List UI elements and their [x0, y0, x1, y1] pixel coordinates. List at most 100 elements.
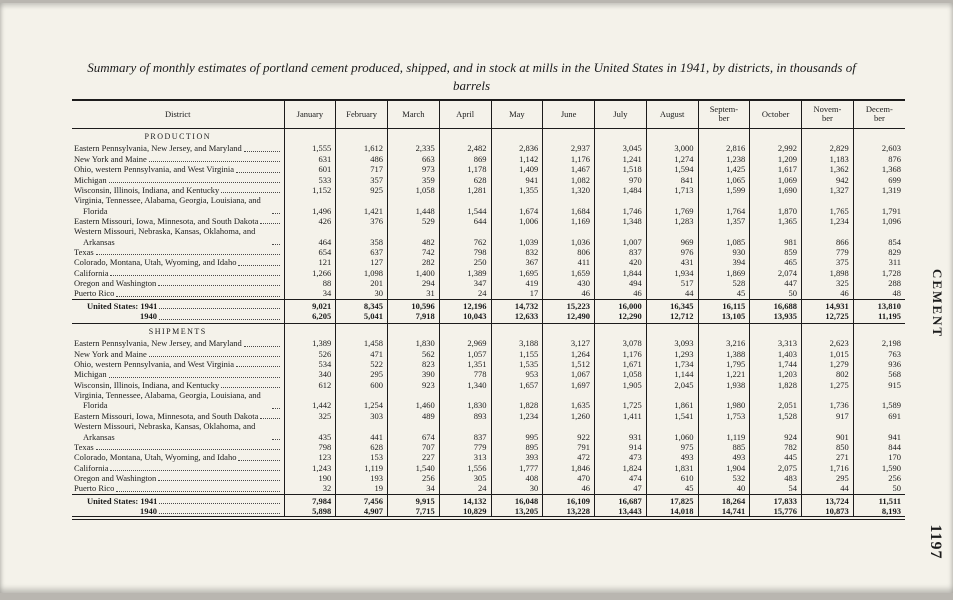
value-cell: 16,000: [594, 298, 647, 312]
district-name: Puerto Rico: [74, 288, 115, 299]
value-cell: 358: [335, 226, 388, 248]
value-cell: 2,198: [852, 338, 905, 349]
value-cell: 1,448: [387, 195, 440, 216]
value-cell: 3,313: [749, 338, 802, 349]
value-cell: 823: [387, 359, 440, 370]
value-cell: 663: [387, 153, 440, 165]
value-cell: 359: [387, 174, 440, 185]
value-cell: 1,203: [749, 369, 802, 380]
value-cell: 802: [801, 369, 854, 380]
side-label: CEMENT: [930, 269, 945, 339]
value-cell: 1,152: [283, 184, 336, 196]
value-cell: 9,915: [387, 493, 440, 507]
value-cell: 170: [852, 452, 905, 463]
scanned-page: Summary of monthly estimates of portland…: [0, 3, 953, 593]
column-header-month: May: [490, 100, 543, 129]
district-cell: Ohio, western Pennsylvania, and West Vir…: [72, 164, 284, 174]
value-cell: 1,728: [852, 267, 905, 279]
value-cell: 271: [801, 452, 854, 463]
value-cell: 9,021: [283, 298, 336, 312]
column-header-month: June: [542, 100, 595, 129]
value-cell: 11,195: [852, 311, 905, 324]
dot-leader: [95, 254, 280, 256]
district-name: Eastern Missouri, Iowa, Minnesota, and S…: [74, 215, 259, 226]
value-cell: 762: [438, 226, 491, 248]
value-cell: 190: [283, 472, 336, 484]
district-cell: California: [72, 268, 284, 278]
value-cell: 10,043: [438, 311, 491, 324]
total-row: United States: 1941 7,984 7,456 9,915 14,132…: [72, 493, 905, 507]
value-cell: 1,765: [801, 195, 854, 216]
value-cell: 486: [335, 153, 388, 165]
district-cell: Eastern Missouri, Iowa, Minnesota, and S…: [72, 216, 284, 226]
value-cell: 1,119: [335, 462, 388, 473]
value-cell: 850: [801, 441, 854, 453]
value-cell: 610: [645, 472, 698, 484]
value-cell: 5,041: [335, 311, 388, 324]
value-cell: 1,458: [335, 338, 388, 349]
district-cell: Virginia, Tennessee, Alabama, Georgia, L…: [72, 195, 284, 216]
value-cell: 46: [542, 483, 595, 495]
value-cell: 1,540: [387, 462, 440, 473]
value-cell: 1,275: [801, 379, 854, 391]
value-cell: 464: [283, 226, 336, 248]
total-label-cell: 1940: [72, 311, 284, 324]
value-cell: 1,713: [645, 184, 698, 196]
value-cell: 631: [283, 153, 336, 165]
value-cell: 869: [438, 153, 491, 165]
value-cell: 17,833: [749, 493, 802, 507]
value-cell: 995: [490, 421, 543, 442]
value-cell: 11,511: [852, 493, 905, 507]
value-cell: 16,688: [749, 298, 802, 312]
total-name: 1940: [140, 311, 157, 322]
value-cell: 953: [490, 369, 543, 380]
dot-leader: [110, 275, 280, 277]
value-cell: 1,734: [645, 359, 698, 370]
value-cell: 2,075: [749, 462, 802, 473]
value-cell: 153: [335, 452, 388, 463]
total-label-cell: 1940: [72, 506, 284, 521]
value-cell: 123: [283, 452, 336, 463]
value-cell: 1,221: [697, 369, 750, 380]
value-cell: 1,142: [490, 153, 543, 165]
district-name: Ohio, western Pennsylvania, and West Vir…: [74, 359, 235, 370]
dot-leader: [116, 490, 280, 492]
value-cell: 375: [801, 257, 854, 268]
value-cell: 763: [852, 348, 905, 360]
value-cell: 1,281: [438, 184, 491, 196]
value-cell: 779: [438, 441, 491, 453]
value-cell: 8,345: [335, 298, 388, 312]
dot-leader: [148, 356, 280, 358]
value-cell: 2,969: [438, 338, 491, 349]
table-row: Ohio, western Pennsylvania, and West Vir…: [72, 359, 905, 370]
value-cell: 1,846: [542, 462, 595, 473]
table-row: Eastern Pennsylvania, New Jersey, and Ma…: [72, 338, 905, 349]
value-cell: 1,155: [490, 348, 543, 360]
dot-leader: [110, 469, 280, 471]
district-cell: Oregon and Washington: [72, 473, 284, 483]
value-cell: 3,093: [645, 338, 698, 349]
total-name: 1940: [140, 506, 157, 517]
value-cell: 1,777: [490, 462, 543, 473]
dot-leader: [159, 503, 280, 505]
value-cell: 30: [335, 288, 388, 300]
value-cell: 1,327: [801, 184, 854, 196]
value-cell: 893: [438, 410, 491, 422]
value-cell: 2,816: [697, 143, 750, 154]
value-cell: 628: [438, 174, 491, 185]
value-cell: 4,907: [335, 506, 388, 521]
value-cell: 45: [645, 483, 698, 495]
value-cell: 447: [749, 278, 802, 289]
value-cell: 1,824: [594, 462, 647, 473]
value-cell: 14,931: [801, 298, 854, 312]
value-cell: 1,036: [542, 226, 595, 248]
dot-leader: [108, 181, 280, 183]
value-cell: 844: [852, 441, 905, 453]
value-cell: 10,873: [801, 506, 854, 521]
value-cell: 347: [438, 278, 491, 289]
table-row: Oregon and Washington 190 193 256 305 408 470 4…: [72, 472, 905, 484]
district-name: Wisconsin, Illinois, Indiana, and Kentuc…: [74, 379, 220, 390]
table-row: Oregon and Washington 88 201 294 347 419 430 49…: [72, 278, 905, 289]
value-cell: 941: [852, 421, 905, 442]
value-cell: 40: [697, 483, 750, 495]
